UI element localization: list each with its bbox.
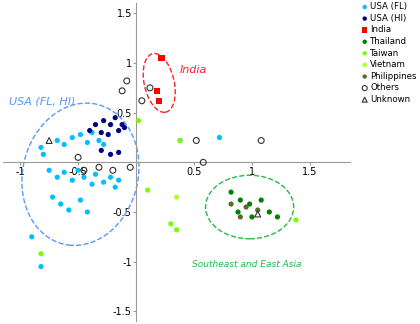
USA (HI) — [98, 148, 105, 153]
Others — [81, 168, 87, 173]
Others — [75, 155, 81, 160]
USA (FL) — [84, 209, 91, 214]
USA (FL) — [58, 202, 64, 207]
USA (HI) — [116, 150, 122, 155]
Taiwan — [168, 221, 174, 226]
Text: India: India — [180, 65, 207, 75]
India — [154, 88, 160, 93]
Others — [200, 160, 207, 165]
Philippines — [228, 202, 234, 207]
Thailand — [228, 190, 234, 195]
Thailand — [274, 214, 281, 220]
Thailand — [249, 214, 255, 220]
USA (FL) — [216, 135, 223, 140]
USA (FL) — [100, 142, 107, 147]
Text: USA (FL, HI): USA (FL, HI) — [8, 97, 75, 107]
USA (FL) — [66, 207, 72, 213]
Others — [193, 138, 199, 143]
Taiwan — [135, 118, 142, 123]
USA (FL) — [54, 138, 60, 143]
Legend: USA (FL), USA (HI), India, Thailand, Taiwan, Vietnam, Philippines, Others, Unkno: USA (FL), USA (HI), India, Thailand, Tai… — [362, 1, 417, 105]
USA (HI) — [98, 130, 105, 135]
USA (FL) — [69, 135, 76, 140]
Others — [139, 98, 145, 103]
Thailand — [246, 202, 253, 207]
Taiwan — [144, 188, 151, 193]
Philippines — [255, 207, 261, 213]
USA (FL) — [89, 130, 95, 135]
Thailand — [266, 209, 273, 214]
Others — [127, 165, 134, 170]
Philippines — [237, 214, 244, 220]
Others — [119, 88, 126, 93]
USA (FL) — [61, 170, 68, 175]
USA (HI) — [107, 122, 114, 127]
USA (FL) — [38, 145, 45, 150]
Taiwan — [293, 217, 299, 223]
Vietnam — [173, 194, 180, 200]
USA (FL) — [77, 132, 84, 137]
USA (FL) — [177, 138, 184, 143]
Others — [96, 165, 102, 170]
Thailand — [235, 209, 242, 214]
Thailand — [258, 198, 265, 203]
USA (FL) — [89, 181, 95, 187]
USA (FL) — [49, 194, 56, 200]
Others — [123, 78, 130, 84]
USA (FL) — [92, 172, 99, 177]
USA (FL) — [69, 178, 76, 183]
USA (FL) — [75, 168, 81, 173]
USA (FL) — [84, 140, 91, 145]
USA (HI) — [116, 128, 122, 133]
Text: Southeast and East Asia: Southeast and East Asia — [192, 260, 301, 269]
USA (HI) — [92, 122, 99, 127]
USA (HI) — [119, 122, 126, 127]
USA (FL) — [46, 168, 52, 173]
Taiwan — [173, 227, 180, 232]
USA (HI) — [121, 125, 128, 130]
USA (HI) — [87, 128, 93, 133]
USA (FL) — [77, 198, 84, 203]
India — [156, 98, 163, 103]
Unknown — [255, 211, 261, 216]
Philippines — [243, 204, 249, 210]
USA (FL) — [54, 175, 60, 180]
USA (FL) — [107, 175, 114, 180]
USA (HI) — [107, 152, 114, 157]
USA (FL) — [40, 152, 47, 157]
USA (HI) — [100, 118, 107, 123]
USA (FL) — [61, 142, 68, 147]
USA (HI) — [105, 132, 112, 137]
USA (FL) — [38, 264, 45, 269]
USA (FL) — [100, 179, 107, 185]
India — [158, 55, 165, 61]
USA (FL) — [116, 178, 122, 183]
USA (FL) — [29, 234, 35, 239]
Others — [258, 138, 265, 143]
USA (FL) — [81, 175, 87, 180]
Others — [110, 168, 116, 173]
Others — [147, 85, 153, 90]
USA (HI) — [112, 115, 118, 120]
Thailand — [237, 198, 244, 203]
Taiwan — [38, 251, 45, 256]
USA (FL) — [112, 185, 118, 190]
USA (FL) — [96, 138, 102, 143]
Taiwan — [177, 138, 184, 143]
Unknown — [46, 138, 52, 143]
